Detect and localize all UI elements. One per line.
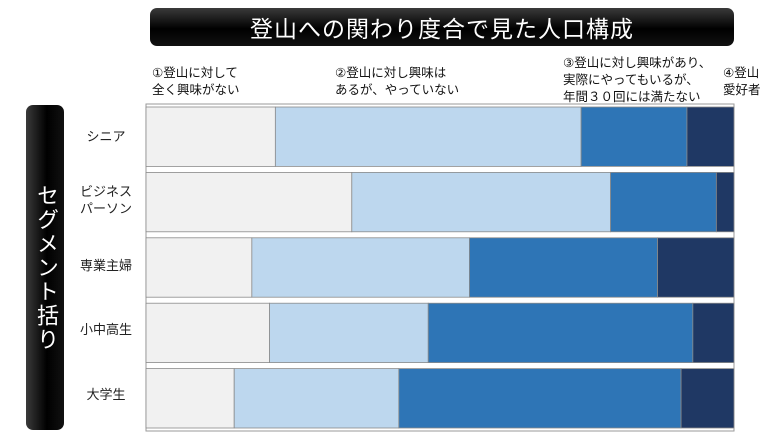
bar-segment-row4-series4 xyxy=(692,302,735,364)
category-label-housewife: 専業主婦 xyxy=(79,258,132,274)
bar-segment-row3-series2 xyxy=(251,237,470,298)
bar-segment-row3-series3 xyxy=(468,237,658,298)
chart-title-text: 登山への関わり度合で見た人口構成 xyxy=(250,17,634,43)
bar-segment-row3-series1 xyxy=(145,237,253,298)
bar-segment-row2-series2 xyxy=(351,171,611,233)
bar-segment-row2-series4 xyxy=(715,171,735,233)
category-label-senior: シニア xyxy=(86,129,126,145)
bar-segment-row1-series3 xyxy=(580,106,688,167)
bar-segment-row2-series3 xyxy=(610,171,717,233)
legend-item-4: ④登山 愛好者 xyxy=(723,65,761,97)
category-label-university: 大学生 xyxy=(86,387,126,403)
legend-item-3: ③登山に対し興味があり、 実際にやってもいるが、 年間３０回には満たない xyxy=(563,55,712,104)
segment-axis-label: セグメント括り xyxy=(33,183,58,352)
bar-segment-row4-series3 xyxy=(427,302,694,364)
bar-segment-row1-series2 xyxy=(274,106,582,167)
bar-segment-row5-series4 xyxy=(680,368,735,429)
segment-axis-box: セグメント括り xyxy=(26,105,64,430)
category-label-business: ビジネス パーソン xyxy=(79,185,132,217)
category-label-students: 小中高生 xyxy=(79,322,132,338)
bar-segment-row4-series2 xyxy=(269,302,429,364)
bar-segment-row5-series2 xyxy=(233,368,400,429)
chart-title: 登山への関わり度合で見た人口構成 xyxy=(150,8,734,46)
bar-segment-row1-series4 xyxy=(686,106,735,167)
bar-segment-row2-series1 xyxy=(145,171,353,233)
bar-segment-row5-series1 xyxy=(145,368,235,429)
bar-segment-row5-series3 xyxy=(398,368,682,429)
legend-item-1: ①登山に対して 全く興味がない xyxy=(152,65,240,97)
legend-item-2: ②登山に対し興味は あるが、やっていない xyxy=(335,65,460,97)
bar-segment-row4-series1 xyxy=(145,302,270,364)
bar-segment-row3-series4 xyxy=(657,237,735,298)
bar-segment-row1-series1 xyxy=(145,106,276,167)
